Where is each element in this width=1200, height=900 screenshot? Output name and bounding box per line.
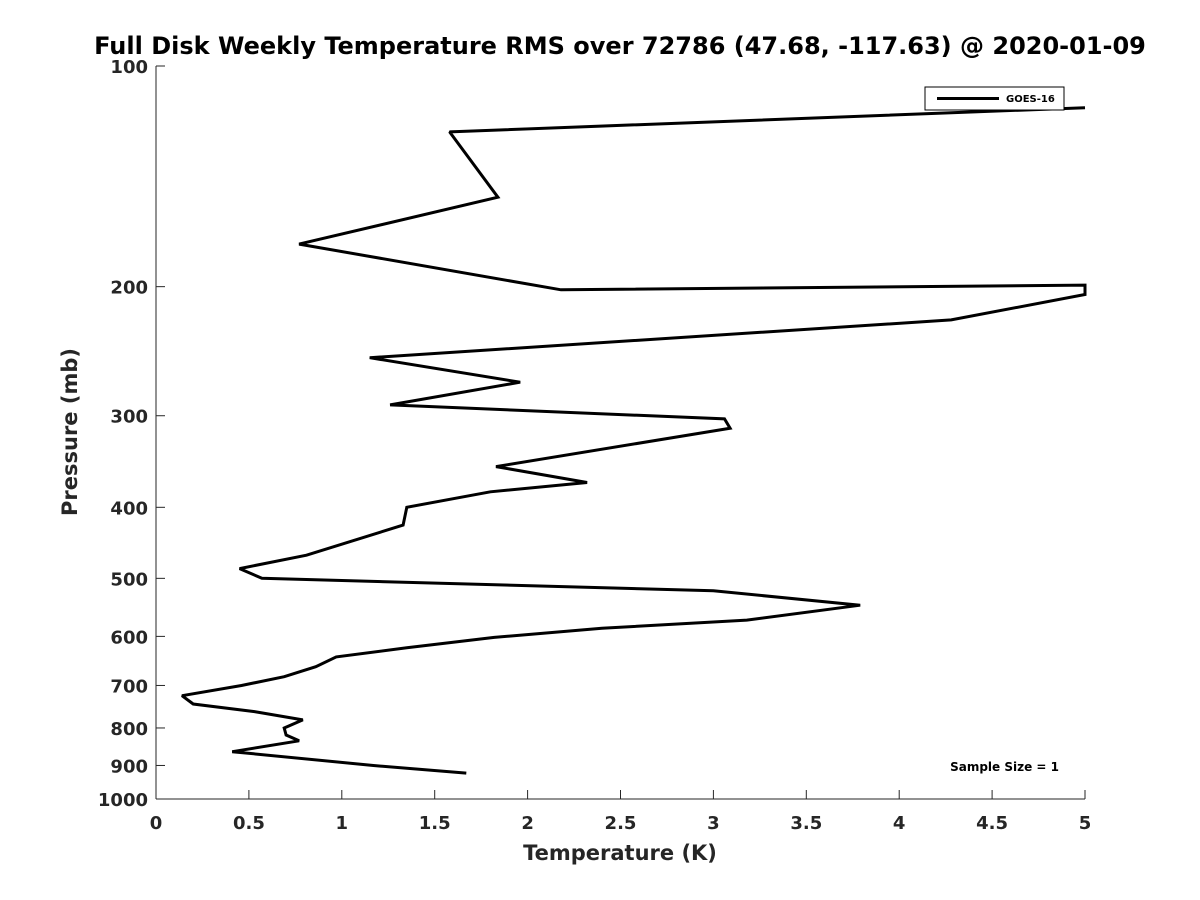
chart-title: Full Disk Weekly Temperature RMS over 72… (94, 32, 1146, 60)
y-tick-label: 900 (110, 756, 148, 777)
x-tick-label: 1 (336, 813, 349, 834)
x-tick-label: 3 (707, 813, 720, 834)
y-tick-label: 1000 (98, 790, 148, 811)
x-tick-label: 0.5 (233, 813, 265, 834)
x-tick-label: 0 (150, 813, 163, 834)
y-tick-label: 500 (110, 569, 148, 590)
sample-size-annotation: Sample Size = 1 (950, 760, 1059, 774)
series-line-goes-16 (181, 106, 1087, 775)
x-tick-label: 2 (521, 813, 534, 834)
y-tick-label: 700 (110, 676, 148, 697)
y-tick-label: 100 (110, 57, 148, 78)
legend: GOES-16 (924, 86, 1065, 111)
y-tick-label: 200 (110, 278, 148, 299)
y-axis-label: Pressure (mb) (58, 348, 82, 516)
x-tick-label: 4 (893, 813, 906, 834)
ticks-layer: 0 0.5 1 1.5 2 2.5 3 3.5 4 4.5 5 100 200 300 400 500 600 7… (98, 57, 1091, 834)
legend-label: GOES-16 (1006, 94, 1055, 105)
x-tick-label: 3.5 (790, 813, 822, 834)
plot-frame (156, 66, 1085, 799)
x-tick-label: 4.5 (976, 813, 1008, 834)
y-tick-label: 400 (110, 498, 148, 519)
x-axis-label: Temperature (K) (523, 841, 717, 865)
x-tick-label: 2.5 (605, 813, 637, 834)
y-tick-label: 800 (110, 719, 148, 740)
x-tick-label: 1.5 (419, 813, 451, 834)
plot-layer (181, 106, 1087, 775)
y-tick-label: 600 (110, 627, 148, 648)
x-tick-label: 5 (1079, 813, 1092, 834)
y-tick-label: 300 (110, 407, 148, 428)
